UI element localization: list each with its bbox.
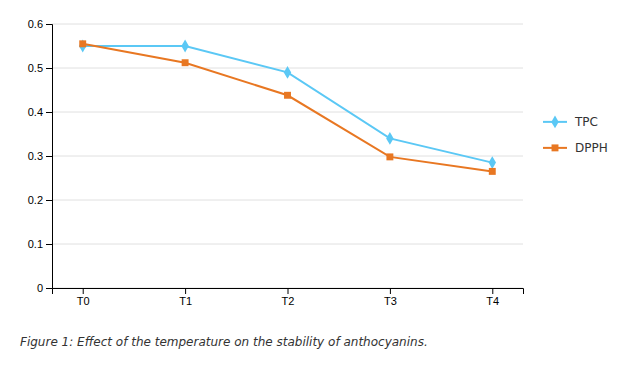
tick-label: 0: [37, 282, 43, 294]
tick-mark: [46, 200, 52, 201]
tick-mark: [83, 288, 84, 294]
tick-mark: [185, 288, 186, 294]
legend-label: DPPH: [575, 141, 608, 155]
tick-mark: [46, 244, 52, 245]
marker: [386, 132, 393, 145]
line: [83, 46, 493, 163]
y-axis: 0 0.1 0.2 0.3 0.4 0.5 0.6: [28, 18, 53, 294]
legend-label: TPC: [574, 115, 598, 129]
tick-label: T3: [384, 295, 397, 307]
marker: [386, 153, 393, 160]
series: [79, 40, 496, 169]
marker: [181, 40, 188, 53]
tick-mark: [492, 288, 493, 294]
tick-mark: [288, 288, 289, 294]
y-tick: 0.2: [28, 194, 52, 206]
legend: TPC DPPH: [543, 115, 608, 155]
x-tick: T2: [282, 288, 295, 307]
marker: [284, 92, 291, 99]
marker: [284, 66, 291, 79]
axis-line: [46, 25, 53, 289]
y-tick: 0.1: [28, 238, 52, 250]
tick-label: T0: [77, 295, 90, 307]
tick-label: 0.1: [28, 238, 43, 250]
y-tick: 0.3: [28, 150, 52, 162]
tick-mark: [46, 68, 52, 69]
marker: [79, 40, 86, 47]
caption: Figure 1: Effect of the temperature on t…: [20, 335, 428, 349]
y-tick: 0.4: [28, 106, 52, 118]
tick-label: T1: [179, 295, 192, 307]
marker: [489, 156, 496, 169]
tick-label: 0.6: [28, 18, 43, 30]
y-tick: 0.6: [28, 18, 52, 30]
tick-mark: [46, 24, 52, 25]
marker: [489, 168, 496, 175]
axis-line: [53, 289, 524, 295]
tick-label: 0.4: [28, 106, 43, 118]
x-tick: T0: [77, 288, 90, 307]
chart-svg: 0 0.1 0.2 0.3 0.4 0.5 0.6 T0 T1 T2 T3 T4 TPC DPPH Figu…: [0, 0, 643, 366]
y-tick: 0: [37, 282, 52, 294]
x-tick: T3: [384, 288, 397, 307]
grid-line: [52, 200, 523, 201]
legend-item: DPPH: [543, 141, 608, 155]
series: [79, 40, 495, 175]
marker: [79, 40, 86, 53]
x-tick: T4: [486, 288, 499, 307]
x-tick: T1: [179, 288, 192, 307]
marker: [182, 59, 189, 66]
plot-area: 0 0.1 0.2 0.3 0.4 0.5 0.6 T0 T1 T2 T3 T4 TPC DPPH: [28, 18, 608, 307]
legend-item: TPC: [543, 115, 598, 129]
marks: [79, 40, 496, 175]
line: [83, 44, 493, 172]
tick-mark: [46, 112, 52, 113]
legend-marker: [551, 115, 558, 128]
grid: [52, 24, 523, 288]
tick-label: 0.2: [28, 194, 43, 206]
y-tick: 0.5: [28, 62, 52, 74]
tick-mark: [390, 288, 391, 294]
grid-line: [52, 156, 523, 157]
tick-label: T2: [282, 295, 295, 307]
grid-line: [52, 112, 523, 113]
tick-label: 0.5: [28, 62, 43, 74]
tick-mark: [46, 156, 52, 157]
grid-line: [52, 244, 523, 245]
tick-label: T4: [486, 295, 499, 307]
x-axis: T0 T1 T2 T3 T4: [53, 288, 524, 307]
tick-label: 0.3: [28, 150, 43, 162]
legend-marker: [552, 144, 559, 151]
tick-mark: [46, 288, 52, 289]
grid-line: [52, 24, 523, 25]
